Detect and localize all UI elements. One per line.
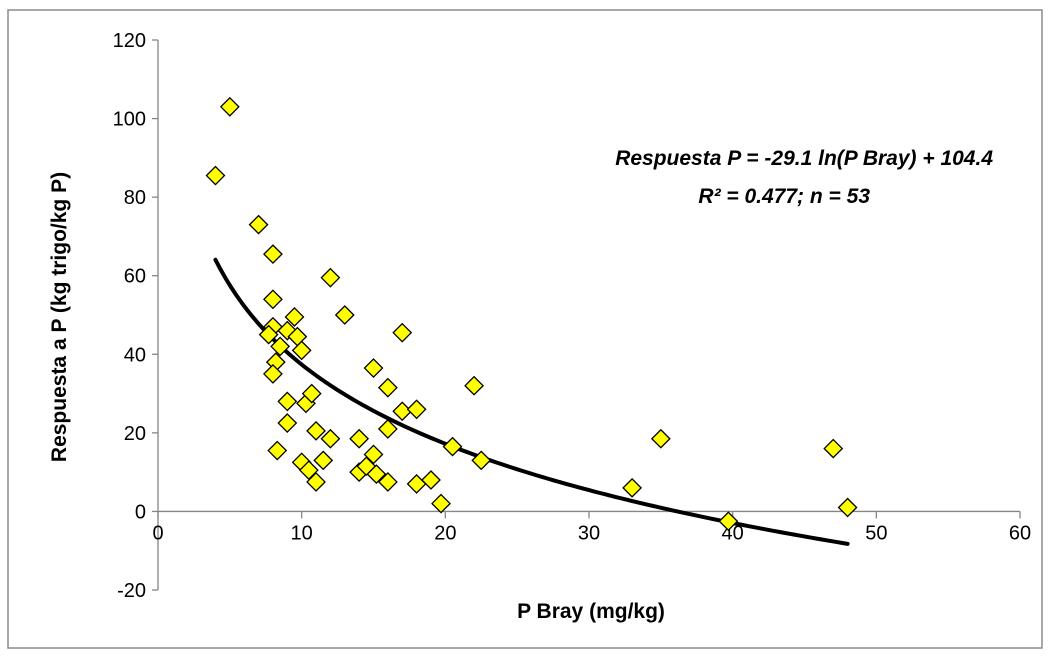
data-point xyxy=(284,307,305,327)
data-point xyxy=(622,477,643,498)
x-tick-label: 10 xyxy=(291,522,313,544)
y-tick-label: 120 xyxy=(113,30,146,52)
data-point xyxy=(313,450,334,471)
data-point xyxy=(366,464,387,485)
data-point xyxy=(267,440,288,461)
data-point xyxy=(270,336,291,357)
y-tick-label: -20 xyxy=(117,580,146,602)
data-point xyxy=(306,420,326,441)
y-tick-label: 20 xyxy=(124,423,146,445)
trendline xyxy=(213,257,850,546)
data-point xyxy=(377,472,398,492)
data-point xyxy=(650,428,671,449)
data-point xyxy=(248,214,269,235)
y-axis-title: Respuesta a P (kg trigo/kg P) xyxy=(48,172,71,462)
data-point xyxy=(263,289,283,310)
regression-equation: Respuesta P = -29.1 ln(P Bray) + 104.4 xyxy=(615,147,993,170)
data-point xyxy=(306,472,326,492)
data-point xyxy=(263,244,283,265)
x-tick-label: 60 xyxy=(1009,522,1031,544)
chart-border xyxy=(7,9,1043,649)
data-point xyxy=(823,438,844,459)
r-squared-label: R² = 0.477; n = 53 xyxy=(698,185,870,208)
data-point xyxy=(392,322,413,343)
data-point xyxy=(219,96,240,117)
data-point xyxy=(291,340,312,361)
data-point xyxy=(298,460,319,481)
data-point xyxy=(377,419,398,439)
data-point xyxy=(277,413,298,433)
data-point xyxy=(320,428,341,449)
data-point xyxy=(471,450,492,471)
axes xyxy=(152,39,1021,591)
data-point xyxy=(442,436,463,457)
y-tick-label: 100 xyxy=(113,109,146,131)
y-tick-label: 60 xyxy=(124,266,146,288)
x-tick-label: 30 xyxy=(578,522,600,544)
data-point xyxy=(464,375,484,396)
data-point xyxy=(431,493,451,514)
data-point xyxy=(277,391,298,412)
data-point xyxy=(377,377,398,398)
y-tick-label: 0 xyxy=(135,501,146,523)
data-point xyxy=(356,456,377,477)
y-tick-label: 80 xyxy=(124,187,146,209)
y-tick-label: 40 xyxy=(124,344,146,366)
data-point xyxy=(349,428,370,449)
data-point xyxy=(421,470,441,490)
data-point xyxy=(258,324,279,345)
x-axis-title: P Bray (mg/kg) xyxy=(517,600,665,623)
data-point xyxy=(263,364,283,384)
data-point xyxy=(334,305,355,325)
trendline-group xyxy=(213,257,850,546)
data-point xyxy=(205,165,226,186)
data-point xyxy=(363,358,384,378)
data-point xyxy=(718,511,739,532)
data-point xyxy=(301,383,322,404)
x-tick-label: 20 xyxy=(434,522,456,544)
data-points xyxy=(205,96,858,532)
data-point xyxy=(363,444,384,465)
data-point xyxy=(320,267,341,288)
x-tick-label: 0 xyxy=(152,522,163,544)
data-point xyxy=(837,497,858,518)
data-point xyxy=(406,399,427,420)
x-tick-label: 50 xyxy=(865,522,887,544)
